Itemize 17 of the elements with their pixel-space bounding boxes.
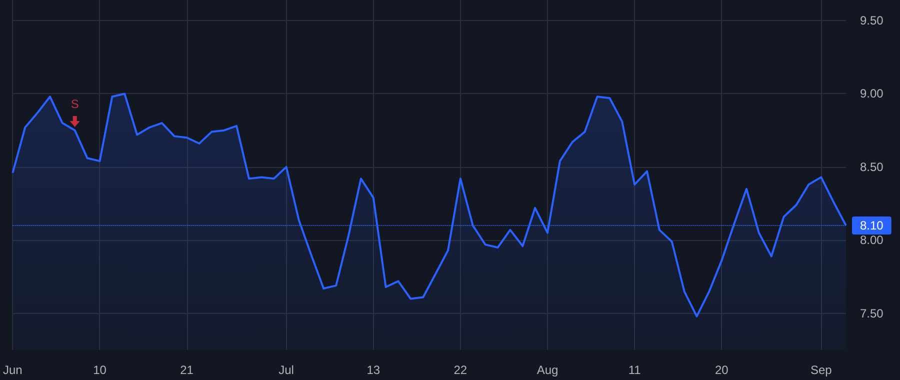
y-tick-label: 7.50 (860, 306, 884, 320)
ref-line-label: 8.10 (860, 218, 884, 233)
x-tick-label: Jun (2, 363, 22, 377)
x-tick-label: 22 (454, 363, 468, 377)
y-tick-label: 9.50 (860, 14, 884, 28)
x-tick-label: 11 (628, 363, 642, 377)
x-tick-label: Sep (810, 363, 832, 377)
x-tick-label: 13 (366, 363, 380, 377)
series-label: S (70, 97, 79, 112)
y-tick-label: 8.00 (860, 233, 884, 248)
x-tick-label: Jul (278, 363, 294, 377)
y-tick-label: 9.00 (860, 86, 884, 101)
x-tick-label: 10 (93, 363, 107, 377)
x-tick-label: 21 (180, 363, 194, 377)
x-tick-label: 20 (714, 363, 729, 377)
x-tick-label: Aug (536, 363, 558, 377)
y-tick-label: 8.50 (860, 160, 884, 174)
